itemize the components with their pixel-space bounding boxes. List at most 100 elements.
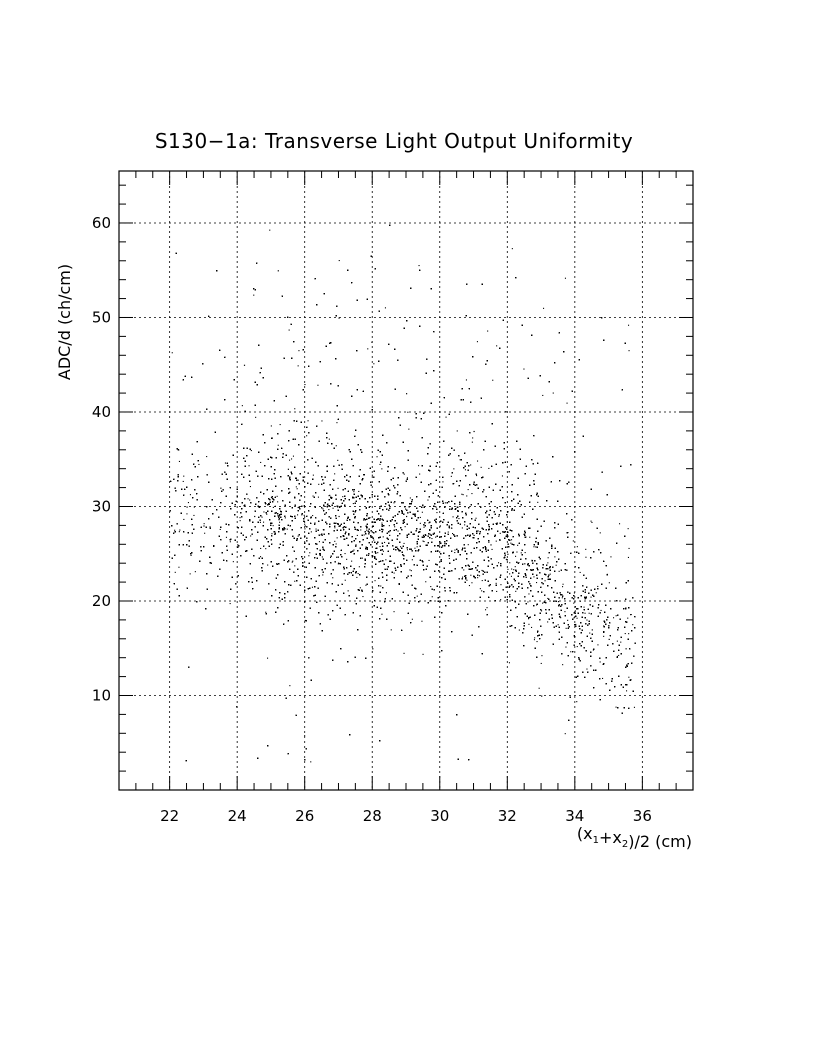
scatter-point xyxy=(267,657,269,659)
scatter-point xyxy=(562,586,564,588)
scatter-point xyxy=(363,534,365,536)
scatter-point xyxy=(528,623,530,625)
scatter-point xyxy=(249,499,251,501)
scatter-point xyxy=(435,536,437,538)
scatter-point xyxy=(560,617,562,619)
scatter-point xyxy=(346,558,348,560)
scatter-point xyxy=(610,556,612,558)
scatter-point xyxy=(464,524,466,526)
scatter-point xyxy=(371,341,373,343)
scatter-point xyxy=(409,497,411,499)
scatter-point xyxy=(381,613,383,615)
scatter-point xyxy=(291,458,293,460)
scatter-point xyxy=(574,566,576,568)
scatter-point xyxy=(286,528,288,530)
scatter-point xyxy=(232,561,234,563)
scatter-point xyxy=(250,535,252,537)
scatter-point xyxy=(616,640,618,642)
scatter-point xyxy=(301,514,303,516)
scatter-point xyxy=(203,523,205,525)
scatter-point xyxy=(186,513,188,515)
scatter-point xyxy=(419,473,421,475)
scatter-point xyxy=(576,546,578,548)
scatter-point xyxy=(344,579,346,581)
scatter-point xyxy=(419,522,421,524)
scatter-point xyxy=(393,611,395,613)
scatter-point xyxy=(404,526,406,528)
scatter-point xyxy=(363,519,365,521)
scatter-point xyxy=(373,363,375,365)
scatter-point xyxy=(471,493,473,495)
scatter-point xyxy=(514,566,516,568)
scatter-point xyxy=(615,615,617,617)
scatter-point xyxy=(289,459,291,461)
scatter-point xyxy=(358,490,360,492)
scatter-point xyxy=(179,529,181,531)
scatter-point xyxy=(294,408,296,410)
scatter-point xyxy=(410,570,412,572)
scatter-point xyxy=(322,574,324,576)
scatter-point xyxy=(270,425,272,427)
scatter-point xyxy=(627,556,629,558)
scatter-point xyxy=(353,491,355,493)
scatter-point xyxy=(326,504,328,506)
scatter-point xyxy=(505,558,507,560)
scatter-point xyxy=(464,506,466,508)
scatter-point xyxy=(371,565,373,567)
scatter-point xyxy=(448,557,450,559)
scatter-point xyxy=(261,516,263,518)
scatter-point xyxy=(198,463,200,465)
scatter-point xyxy=(533,546,535,548)
scatter-point xyxy=(373,539,375,541)
scatter-point xyxy=(616,655,618,657)
scatter-point xyxy=(219,528,221,530)
scatter-point xyxy=(487,330,489,332)
scatter-point xyxy=(453,483,455,485)
scatter-point xyxy=(336,556,338,558)
scatter-point xyxy=(393,502,395,504)
scatter-point xyxy=(427,499,429,501)
scatter-point xyxy=(509,573,511,575)
scatter-point xyxy=(472,537,474,539)
scatter-point xyxy=(229,603,231,605)
scatter-point xyxy=(277,444,279,446)
scatter-point xyxy=(337,487,339,489)
scatter-point xyxy=(304,735,306,737)
scatter-point xyxy=(385,592,387,594)
scatter-point xyxy=(403,652,405,654)
scatter-point xyxy=(481,569,483,571)
scatter-point xyxy=(372,587,374,589)
scatter-point xyxy=(284,517,286,519)
scatter-point xyxy=(450,475,452,477)
scatter-point xyxy=(536,582,538,584)
scatter-point xyxy=(426,544,428,546)
scatter-point xyxy=(510,575,512,577)
scatter-point xyxy=(429,533,431,535)
scatter-point xyxy=(393,572,395,574)
scatter-point xyxy=(259,521,261,523)
scatter-point xyxy=(384,307,386,309)
scatter-point xyxy=(510,542,512,544)
scatter-point xyxy=(190,554,192,556)
scatter-point xyxy=(471,582,473,584)
chart-title: S130−1a: Transverse Light Output Uniform… xyxy=(155,129,633,153)
scatter-point xyxy=(559,615,561,617)
scatter-point xyxy=(456,430,458,432)
scatter-point xyxy=(297,535,299,537)
scatter-point xyxy=(576,646,578,648)
scatter-point xyxy=(462,576,464,578)
scatter-point xyxy=(544,580,546,582)
scatter-point xyxy=(619,523,621,525)
scatter-point xyxy=(576,617,578,619)
scatter-point xyxy=(477,530,479,532)
scatter-point xyxy=(620,641,622,643)
scatter-point xyxy=(470,574,472,576)
scatter-point xyxy=(260,556,262,558)
scatter-point xyxy=(527,601,529,603)
scatter-point xyxy=(384,541,386,543)
scatter-point xyxy=(274,531,276,533)
scatter-point xyxy=(295,486,297,488)
scatter-point xyxy=(405,508,407,510)
scatter-point xyxy=(533,639,535,641)
scatter-point xyxy=(528,593,530,595)
